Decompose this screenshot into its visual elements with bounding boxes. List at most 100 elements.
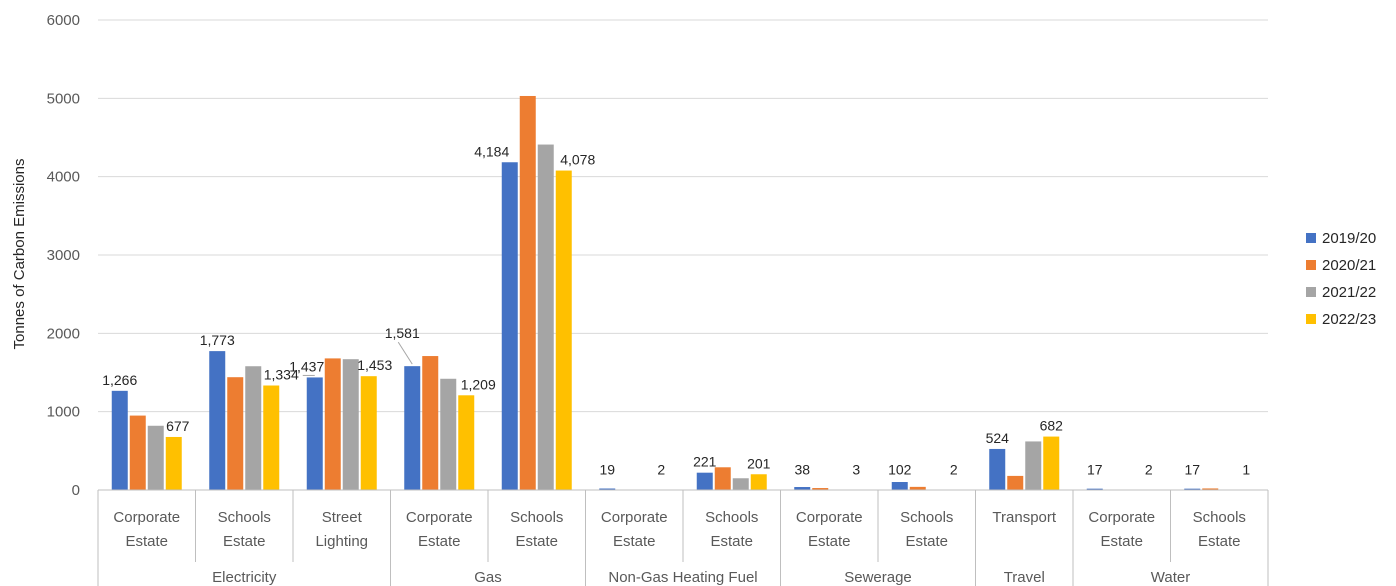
bar <box>343 359 359 490</box>
category-label: Estate <box>1198 533 1241 550</box>
group-label: Sewerage <box>844 569 912 586</box>
data-label: 1,773 <box>200 332 235 348</box>
data-label: 1,209 <box>461 376 496 392</box>
category-label: Lighting <box>315 533 368 550</box>
bar <box>361 376 377 490</box>
bar <box>440 379 456 490</box>
group-label: Non-Gas Heating Fuel <box>608 569 757 586</box>
bar <box>733 478 749 490</box>
legend-label: 2019/20 <box>1322 230 1376 247</box>
data-label: 17 <box>1184 461 1200 477</box>
y-tick-label: 4000 <box>47 169 80 186</box>
bar <box>130 416 146 490</box>
category-label: Estate <box>710 533 753 550</box>
bar <box>697 473 713 490</box>
bar <box>245 366 261 490</box>
legend-label: 2020/21 <box>1322 257 1376 274</box>
bar <box>209 351 225 490</box>
bar <box>1007 476 1023 490</box>
legend-swatch <box>1306 314 1316 324</box>
data-label: 4,184 <box>474 143 509 159</box>
category-label: Estate <box>125 533 168 550</box>
category-label: Corporate <box>406 509 473 526</box>
bar <box>458 395 474 490</box>
data-label: 2 <box>950 461 958 477</box>
category-label: Schools <box>218 509 271 526</box>
y-tick-label: 2000 <box>47 325 80 342</box>
group-label: Electricity <box>212 569 277 586</box>
category-label: Corporate <box>113 509 180 526</box>
x-axis: Corporate Estate Schools Estate Street Lighti… <box>98 490 1268 586</box>
bar <box>751 474 767 490</box>
bar <box>263 386 279 490</box>
bar <box>112 391 128 490</box>
bar <box>307 377 323 490</box>
y-axis-label: Tonnes of Carbon Emissions <box>11 159 28 350</box>
category-label: Estate <box>613 533 656 550</box>
bar <box>520 96 536 490</box>
bar <box>166 437 182 490</box>
bar <box>538 145 554 490</box>
category-label: Schools <box>1193 509 1246 526</box>
legend-swatch <box>1306 287 1316 297</box>
legend: 2019/20 2020/21 2021/22 2022/23 <box>1306 230 1376 328</box>
category-label: Estate <box>905 533 948 550</box>
category-label: Schools <box>705 509 758 526</box>
category-label: Schools <box>510 509 563 526</box>
data-label: 19 <box>599 461 615 477</box>
bar <box>325 358 341 490</box>
bar <box>502 162 518 490</box>
bars <box>112 96 1255 490</box>
y-axis-ticks: 0 1000 2000 3000 4000 5000 6000 <box>47 12 80 499</box>
category-label: Schools <box>900 509 953 526</box>
data-label: 17 <box>1087 461 1103 477</box>
bar <box>422 356 438 490</box>
bar <box>148 426 164 490</box>
legend-label: 2021/22 <box>1322 284 1376 301</box>
data-label: 2 <box>657 461 665 477</box>
legend-label: 2022/23 <box>1322 311 1376 328</box>
data-label: 677 <box>166 418 190 434</box>
y-tick-label: 3000 <box>47 247 80 264</box>
category-label: Corporate <box>601 509 668 526</box>
y-tick-label: 6000 <box>47 12 80 29</box>
data-label: 201 <box>747 455 771 471</box>
category-label: Estate <box>808 533 851 550</box>
data-label: 682 <box>1040 418 1064 434</box>
y-tick-label: 5000 <box>47 90 80 107</box>
category-label: Estate <box>515 533 558 550</box>
data-label: 1 <box>1242 461 1250 477</box>
bar <box>1043 437 1059 490</box>
category-label: Street <box>322 509 363 526</box>
group-label: Water <box>1151 569 1190 586</box>
data-label: 2 <box>1145 461 1153 477</box>
category-label: Corporate <box>1088 509 1155 526</box>
bar <box>892 482 908 490</box>
data-label: 1,266 <box>102 372 137 388</box>
bar <box>227 377 243 490</box>
data-label: 4,078 <box>560 152 595 168</box>
y-tick-label: 0 <box>72 482 80 499</box>
data-label: 1,437 <box>289 358 324 374</box>
category-label: Transport <box>992 509 1056 526</box>
bar <box>989 449 1005 490</box>
data-label: 221 <box>693 454 717 470</box>
bar <box>715 467 731 490</box>
group-label: Gas <box>474 569 502 586</box>
gridlines <box>98 20 1268 412</box>
bar <box>1025 441 1041 490</box>
data-label: 38 <box>794 461 810 477</box>
group-label: Travel <box>1004 569 1045 586</box>
bar <box>404 366 420 490</box>
leader-line <box>398 342 412 364</box>
legend-swatch <box>1306 260 1316 270</box>
data-label: 3 <box>852 461 860 477</box>
category-label: Estate <box>418 533 461 550</box>
data-label: 102 <box>888 461 912 477</box>
data-label: 1,581 <box>385 325 420 341</box>
category-label: Corporate <box>796 509 863 526</box>
data-label: 524 <box>986 430 1010 446</box>
category-label: Estate <box>1100 533 1143 550</box>
y-tick-label: 1000 <box>47 404 80 421</box>
